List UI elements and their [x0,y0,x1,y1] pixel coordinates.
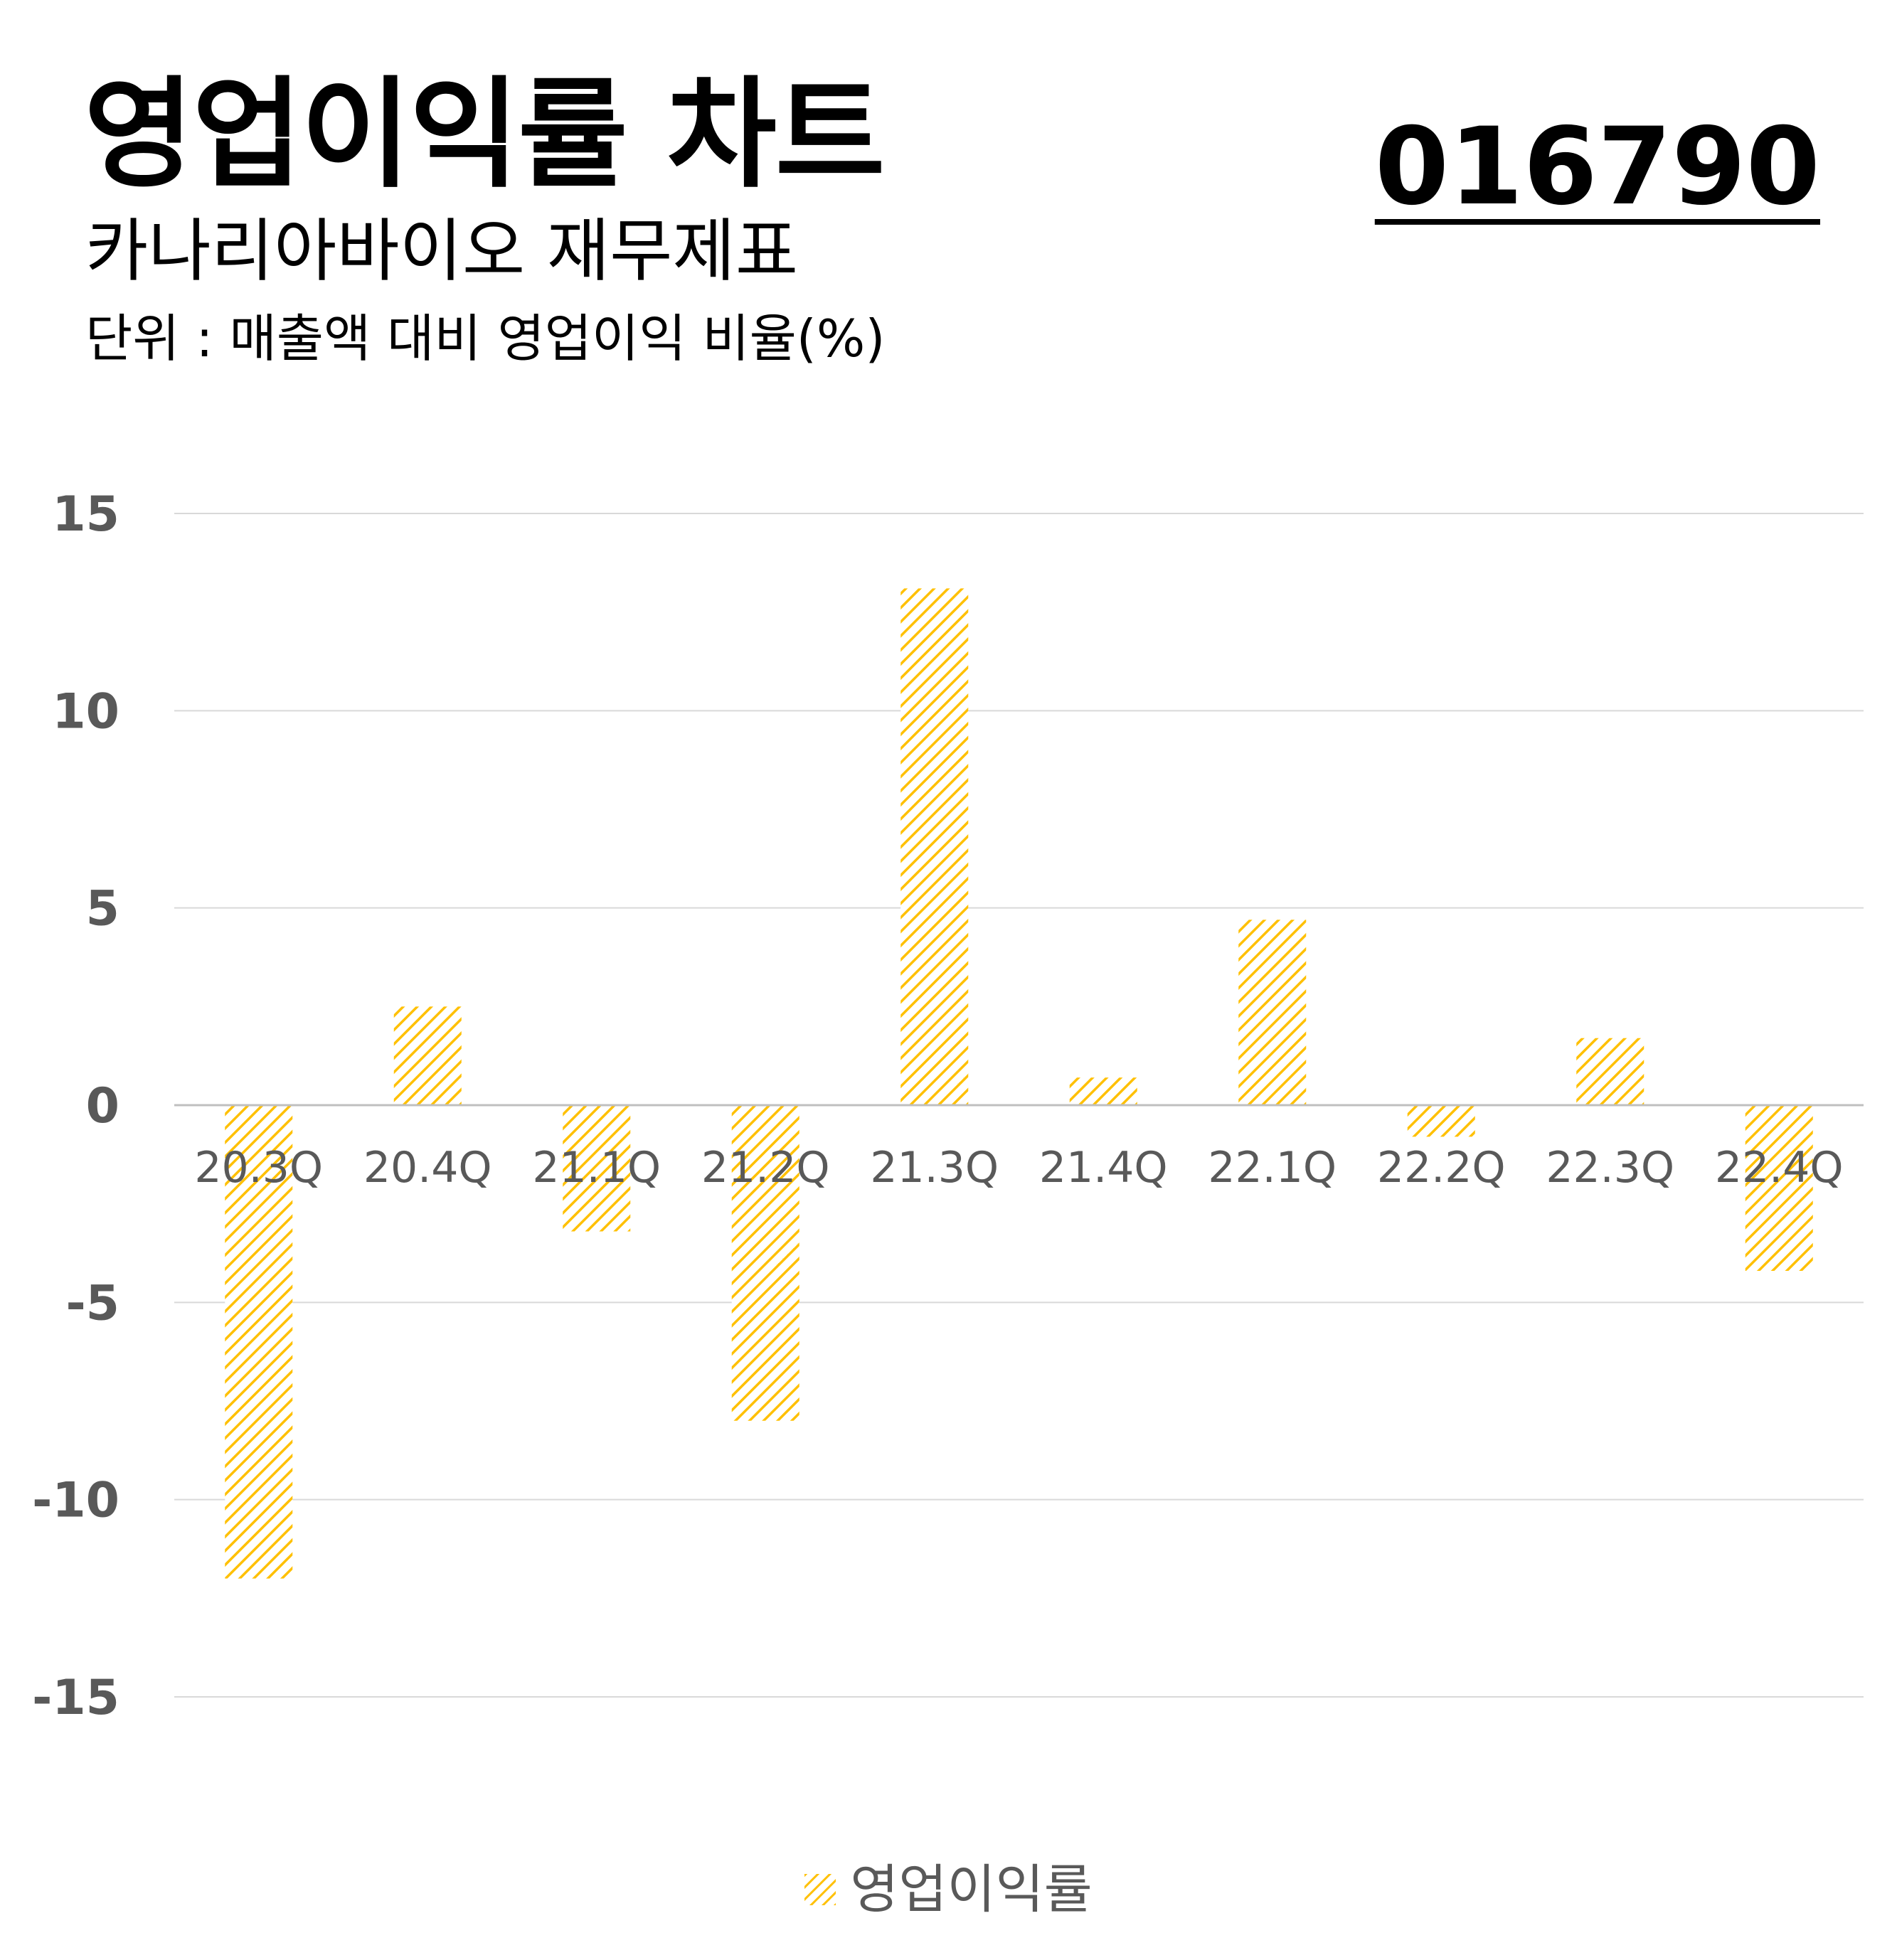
legend: 영업이익률 [0,1863,1897,1916]
bar-chart: 15 10 5 0 -5 -10 -15 20.3Q 20.4Q 21.1Q 21.2Q 21.3Q… [32,486,1864,1726]
y-tick-label: -10 [32,1473,119,1529]
bar-21.4Q [1069,1077,1137,1105]
x-tick-label: 22.2Q [1377,1143,1506,1193]
y-axis-ticks: 15 10 5 0 -5 -10 -15 [32,486,119,1726]
stock-code: 016790 [1374,105,1820,229]
x-tick-label: 22.4Q [1715,1143,1844,1193]
legend-label: 영업이익률 [850,1859,1093,1920]
bars [225,588,1813,1579]
y-tick-label: 0 [86,1078,119,1134]
bar-21.1Q [563,1105,631,1232]
x-tick-label: 22.1Q [1208,1143,1337,1193]
legend-swatch-icon [804,1874,836,1905]
bar-20.3Q [225,1105,293,1579]
x-tick-label: 20.4Q [363,1143,492,1193]
bar-21.2Q [731,1105,799,1421]
x-tick-label: 20.3Q [194,1143,323,1193]
bar-22.3Q [1576,1038,1644,1105]
bar-22.4Q [1745,1105,1813,1271]
bar-21.3Q [900,588,969,1105]
x-tick-label: 21.2Q [701,1143,830,1193]
bar-20.4Q [393,1006,462,1105]
y-tick-label: -5 [65,1275,119,1331]
chart-title: 영업이익률 차트 [84,65,885,204]
y-tick-label: 15 [52,486,119,543]
x-tick-label: 21.3Q [870,1143,999,1193]
bar-22.2Q [1407,1105,1475,1137]
y-tick-label: 5 [86,881,119,937]
x-axis-ticks: 20.3Q 20.4Q 21.1Q 21.2Q 21.3Q 21.4Q 22.1Q 22.2Q… [194,1143,1843,1193]
gridlines [174,513,1864,1698]
x-tick-label: 21.4Q [1039,1143,1168,1193]
unit-note: 단위 : 매출액 대비 영업이익 비율(%) [85,309,886,368]
y-tick-label: -15 [32,1670,119,1726]
chart-subtitle: 카나리아바이오 재무제표 [85,211,799,291]
bar-22.1Q [1238,920,1307,1105]
x-tick-label: 22.3Q [1546,1143,1674,1193]
x-tick-label: 21.1Q [532,1143,661,1193]
y-tick-label: 10 [52,683,119,740]
